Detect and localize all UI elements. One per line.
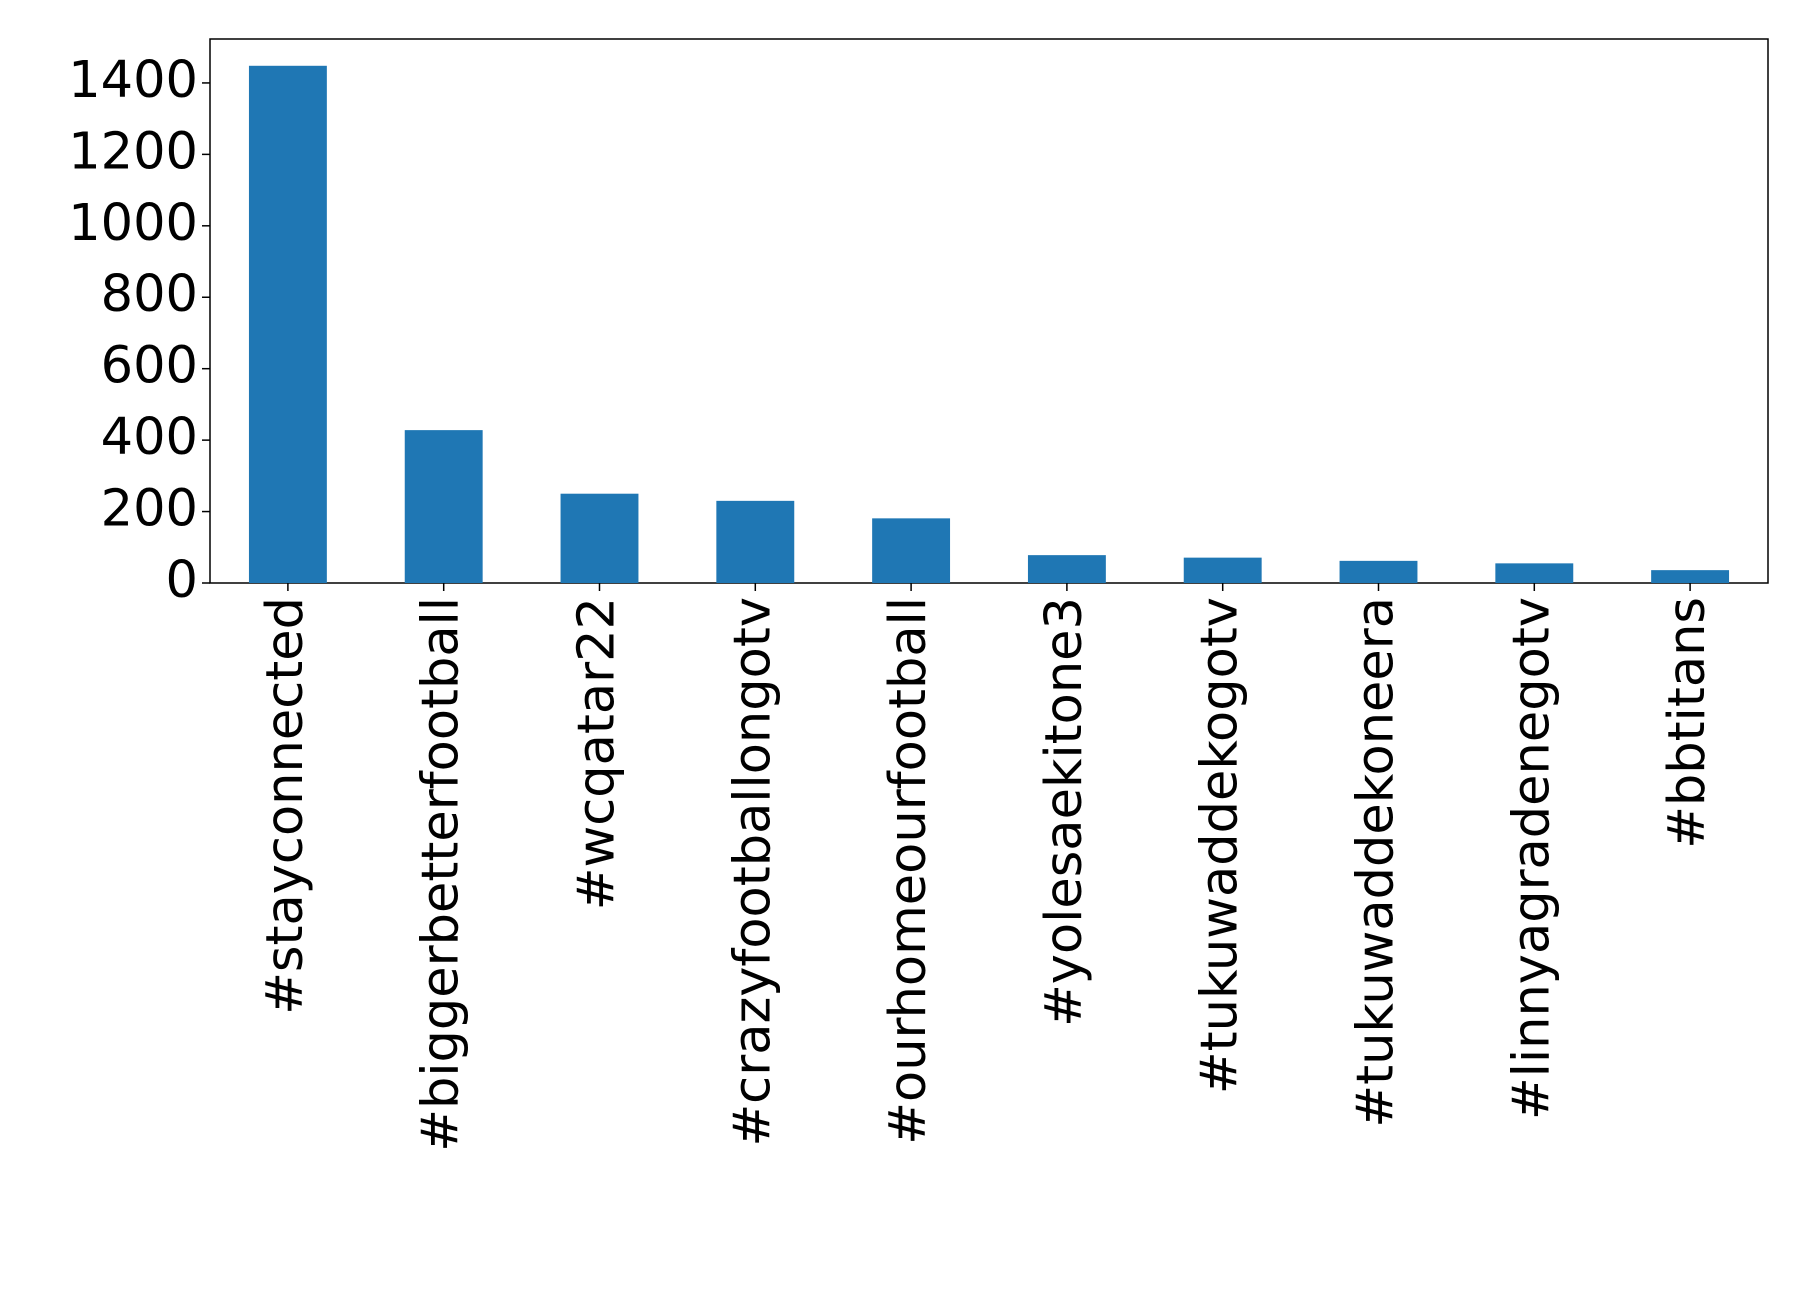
x-tick-label: #biggerbetterfootball [412, 597, 471, 1152]
bar [1495, 563, 1574, 583]
y-tick-label: 800 [101, 265, 198, 324]
plot-frame [209, 38, 1769, 584]
y-tick-label: 400 [101, 408, 198, 467]
y-tick-label: 1200 [68, 122, 198, 181]
y-tick-label: 0 [166, 551, 198, 610]
bar [1027, 555, 1106, 583]
x-tick-label: #crazyfootballongotv [723, 597, 782, 1147]
bar [872, 518, 951, 583]
x-tick-label: #wcqatar22 [568, 597, 627, 910]
bar [248, 65, 327, 583]
bar [1651, 570, 1730, 583]
bar [1339, 560, 1418, 583]
x-tick-label: #stayconnected [256, 597, 315, 1015]
bar [404, 430, 483, 583]
bar [1183, 557, 1262, 583]
x-tick-label: #ourhomeourfootball [879, 597, 938, 1145]
bar [560, 493, 639, 583]
x-tick-label: #bbtitans [1658, 597, 1717, 849]
y-tick-label: 600 [101, 337, 198, 396]
y-tick-label: 1000 [68, 194, 198, 253]
x-tick-label: #yolesaekitone3 [1035, 597, 1094, 1027]
bar [716, 500, 795, 583]
y-tick-label: 1400 [68, 51, 198, 110]
x-tick-label: #linnyagradenegotv [1502, 597, 1561, 1120]
x-tick-label: #tukuwaddekoneera [1347, 597, 1406, 1128]
x-tick-label: #tukuwaddekogotv [1191, 597, 1250, 1094]
y-tick-label: 200 [101, 480, 198, 539]
